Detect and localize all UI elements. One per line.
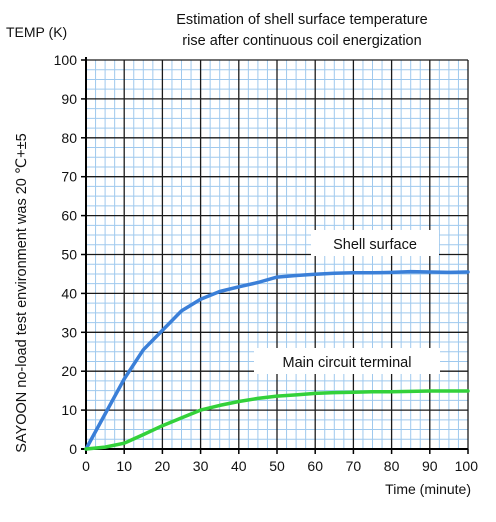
- main-circuit-terminal-label: Main circuit terminal: [254, 348, 440, 374]
- y-tick-label: 0: [69, 441, 77, 457]
- x-tick-label: 0: [82, 458, 90, 474]
- shell-surface-label-text: Shell surface: [333, 237, 417, 253]
- x-tick-label: 30: [193, 458, 209, 474]
- chart-title-line-2: rise after continuous coil energization: [182, 33, 421, 49]
- x-tick-label: 40: [231, 458, 247, 474]
- x-tick-label: 10: [116, 458, 132, 474]
- x-tick-label: 50: [269, 458, 285, 474]
- side-note: SAYOON no-load test environment was 20 ℃…: [14, 133, 30, 452]
- x-axis-label: Time (minute): [385, 481, 471, 497]
- y-tick-label: 60: [61, 208, 77, 224]
- y-tick-label: 30: [61, 324, 77, 340]
- series-layer: [84, 269, 470, 451]
- shell-surface-series-line: [84, 269, 470, 451]
- y-tick-label: 50: [61, 247, 77, 263]
- y-tick-label: 20: [61, 363, 77, 379]
- y-tick-label: 100: [54, 52, 78, 68]
- x-tick-label: 90: [422, 458, 438, 474]
- shell-surface-label: Shell surface: [311, 230, 439, 256]
- y-tick-label: 80: [61, 130, 77, 146]
- y-tick-label: 90: [61, 91, 77, 107]
- y-tick-label: 40: [61, 285, 77, 301]
- main-circuit-terminal-series-line: [84, 389, 470, 451]
- y-axis-label: TEMP (K): [6, 24, 67, 40]
- tick-label-layer: 0 10 20 30 40 50 60 70 80 90 100 0 10 20 30 40 50 60 70 80 9…: [54, 52, 479, 474]
- x-tick-label: 80: [384, 458, 400, 474]
- main-circuit-terminal-label-text: Main circuit terminal: [283, 355, 412, 371]
- x-tick-label: 60: [307, 458, 323, 474]
- x-tick-label: 20: [155, 458, 171, 474]
- y-tick-label: 10: [61, 402, 77, 418]
- y-tick-label: 70: [61, 169, 77, 185]
- chart-title-line-1: Estimation of shell surface temperature: [176, 12, 427, 28]
- x-tick-label: 70: [346, 458, 362, 474]
- x-tick-label: 100: [455, 458, 479, 474]
